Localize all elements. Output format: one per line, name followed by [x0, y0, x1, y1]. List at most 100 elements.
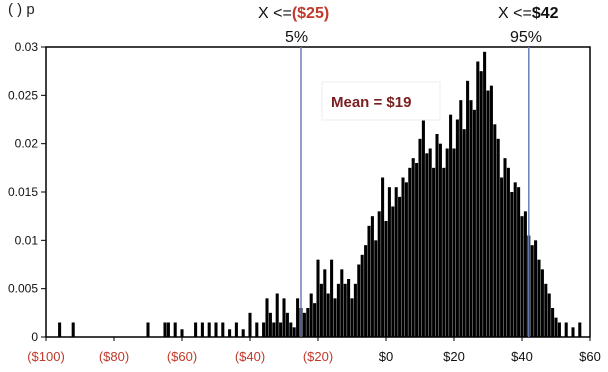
histogram-bar — [370, 216, 374, 337]
x-axis: ($100) ($80) ($60) ($40) ($20) $0 $20 $40 $60 — [27, 337, 601, 364]
histogram-bar — [272, 322, 276, 337]
histogram-bar — [513, 182, 517, 337]
y-tick-label: 0 — [31, 330, 38, 344]
histogram-bar — [510, 192, 514, 337]
top-left-partial-text: ( ) p — [8, 1, 35, 18]
histogram-bar — [364, 245, 368, 337]
histogram-bar — [534, 240, 538, 337]
right-marker-value: $42 — [532, 5, 559, 22]
histogram-bar — [503, 158, 507, 337]
histogram-bar — [336, 283, 340, 337]
histogram-bar — [296, 298, 300, 337]
histogram-bar — [384, 221, 388, 337]
histogram-bar — [394, 187, 398, 337]
histogram-bar — [353, 283, 357, 337]
histogram-bar — [455, 119, 459, 337]
histogram-bar — [163, 322, 167, 337]
histogram-bar — [207, 322, 211, 337]
histogram-bar — [571, 327, 575, 337]
y-tick-label: 0.005 — [8, 282, 38, 296]
histogram-bar — [316, 259, 320, 337]
histogram-bar — [234, 322, 238, 337]
histogram-bar — [445, 148, 449, 337]
percentile-marker-lines — [300, 47, 530, 337]
histogram-bar — [248, 312, 252, 337]
histogram-bar — [449, 114, 453, 337]
histogram-bar — [428, 148, 432, 337]
histogram-bar — [466, 80, 470, 337]
histogram-bar — [486, 90, 490, 337]
x-tick-label: ($100) — [27, 349, 65, 364]
histogram-bar — [554, 317, 558, 337]
histogram-bar — [415, 163, 419, 337]
histogram-bar — [71, 322, 75, 337]
histogram-bar — [459, 100, 463, 337]
histogram-bar — [398, 196, 402, 337]
x-tick-label: ($40) — [235, 349, 265, 364]
histogram-bar — [309, 293, 313, 337]
histogram-bar — [408, 167, 412, 337]
histogram-bar — [214, 322, 218, 337]
histogram-bar — [292, 327, 296, 337]
histogram-bar — [268, 312, 272, 337]
histogram-bar — [347, 279, 351, 337]
histogram-bar — [381, 177, 385, 337]
histogram-bar — [275, 293, 279, 337]
histogram-bar — [200, 322, 204, 337]
histogram-bar — [289, 322, 293, 337]
histogram-bar — [241, 329, 245, 337]
histogram-bar — [442, 167, 446, 337]
x-tick-label: $60 — [579, 349, 601, 364]
histogram-bar — [557, 322, 561, 337]
histogram-bar — [432, 167, 436, 337]
histogram-bar — [319, 283, 323, 337]
x-tick-label: ($20) — [303, 349, 333, 364]
x-tick-label: ($80) — [99, 349, 129, 364]
histogram-bar — [343, 283, 347, 337]
right-marker-percent: 95% — [510, 29, 542, 46]
y-tick-label: 0.02 — [15, 137, 39, 151]
histogram-bar — [540, 269, 544, 337]
x-tick-label: $40 — [511, 349, 533, 364]
histogram-bar — [285, 312, 289, 337]
histogram-bar — [472, 109, 476, 337]
histogram-bar — [462, 129, 466, 337]
histogram-bar — [340, 269, 344, 337]
x-tick-label: $20 — [443, 349, 465, 364]
x-tick-label: ($60) — [167, 349, 197, 364]
histogram-bar — [58, 322, 62, 337]
y-tick-label: 0.025 — [8, 88, 38, 102]
histogram-bar — [357, 264, 361, 337]
left-marker-label: X <=($25) — [258, 5, 329, 22]
histogram-bar — [262, 322, 266, 337]
histogram-bar — [374, 240, 378, 337]
histogram-bar — [146, 322, 150, 337]
histogram-bar — [302, 312, 306, 337]
histogram-bar — [547, 293, 551, 337]
histogram-bar — [578, 322, 582, 337]
histogram-bar — [411, 158, 415, 337]
histogram-bar — [479, 71, 483, 338]
histogram-bar — [313, 303, 317, 337]
histogram-bar — [360, 254, 364, 337]
histogram-bar — [438, 143, 442, 337]
histogram-bar — [330, 259, 334, 337]
histogram-bar — [323, 269, 327, 337]
mean-annotation: Mean = $19 — [321, 81, 441, 121]
left-marker-value: ($25) — [292, 5, 329, 22]
histogram-bar — [496, 138, 500, 337]
histogram-bar — [180, 329, 184, 337]
histogram-bar — [228, 329, 232, 337]
mean-label: Mean = $19 — [331, 94, 411, 111]
histogram-bar — [476, 61, 480, 337]
histogram-bar — [530, 245, 534, 337]
histogram-bar — [391, 206, 395, 337]
histogram-bar — [350, 298, 354, 337]
histogram-bar — [221, 322, 225, 337]
histogram-bar — [452, 148, 456, 337]
y-tick-label: 0.01 — [15, 233, 39, 247]
histogram-bar — [537, 259, 541, 337]
histogram-bar — [401, 177, 405, 337]
histogram-bar — [279, 322, 283, 337]
